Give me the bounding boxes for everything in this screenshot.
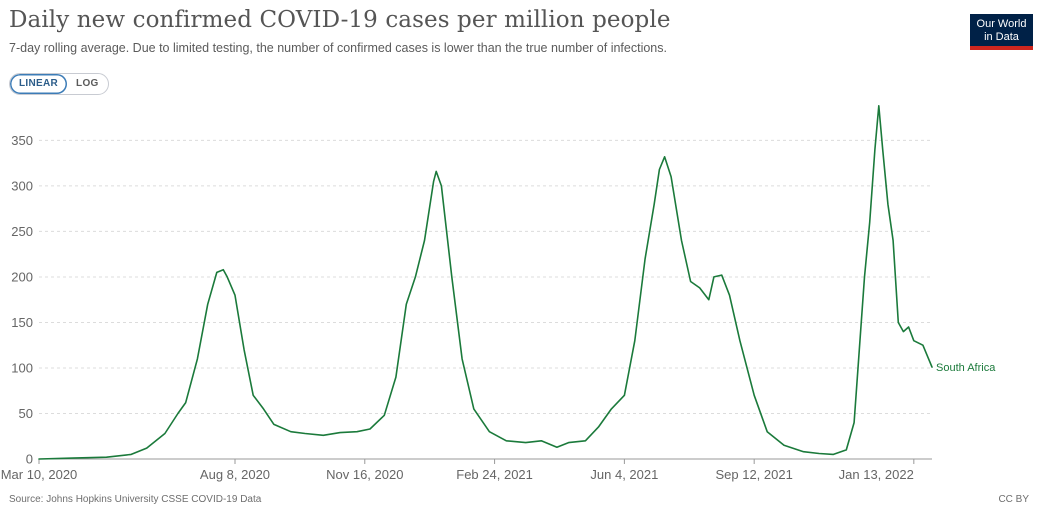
grid-lines <box>39 139 932 414</box>
x-tick-label: Jun 4, 2021 <box>590 467 658 482</box>
chart-title: Daily new confirmed COVID-19 cases per m… <box>9 7 671 33</box>
scale-toggle: LINEAR LOG <box>9 73 109 95</box>
x-tick-label: Sep 12, 2021 <box>715 467 792 482</box>
y-tick-label: 150 <box>11 315 33 330</box>
logo-line-2: in Data <box>984 31 1019 43</box>
y-tick-label: 300 <box>11 178 33 193</box>
y-tick-label: 200 <box>11 269 33 284</box>
linear-scale-button[interactable]: LINEAR <box>10 74 68 94</box>
owid-logo[interactable]: Our World in Data <box>970 14 1033 50</box>
y-axis-ticks: 0 50 100 150 200 250 300 350 <box>11 133 33 467</box>
y-tick-label: 250 <box>11 224 33 239</box>
x-tick-label: Nov 16, 2020 <box>326 467 403 482</box>
series-layer: South Africa <box>38 105 996 460</box>
x-tick-label: Feb 24, 2021 <box>456 467 533 482</box>
logo-line-1: Our World <box>976 18 1027 30</box>
chart-subtitle: 7-day rolling average. Due to limited te… <box>9 41 667 55</box>
y-tick-label: 0 <box>26 452 33 467</box>
y-tick-label: 100 <box>11 360 33 375</box>
series-label[interactable]: South Africa <box>936 362 996 374</box>
source-note[interactable]: Source: Johns Hopkins University CSSE CO… <box>9 494 262 505</box>
license-note[interactable]: CC BY <box>998 494 1029 505</box>
y-tick-label: 50 <box>19 406 33 421</box>
log-scale-button[interactable]: LOG <box>76 78 99 89</box>
x-tick-label: Mar 10, 2020 <box>1 467 78 482</box>
x-tick-label: Aug 8, 2020 <box>200 467 270 482</box>
x-axis: Mar 10, 2020 Aug 8, 2020 Nov 16, 2020 Feb 2… <box>1 458 932 482</box>
series-line-south-africa[interactable] <box>38 105 933 460</box>
x-tick-label: Jan 13, 2022 <box>839 467 914 482</box>
y-tick-label: 350 <box>11 133 33 148</box>
